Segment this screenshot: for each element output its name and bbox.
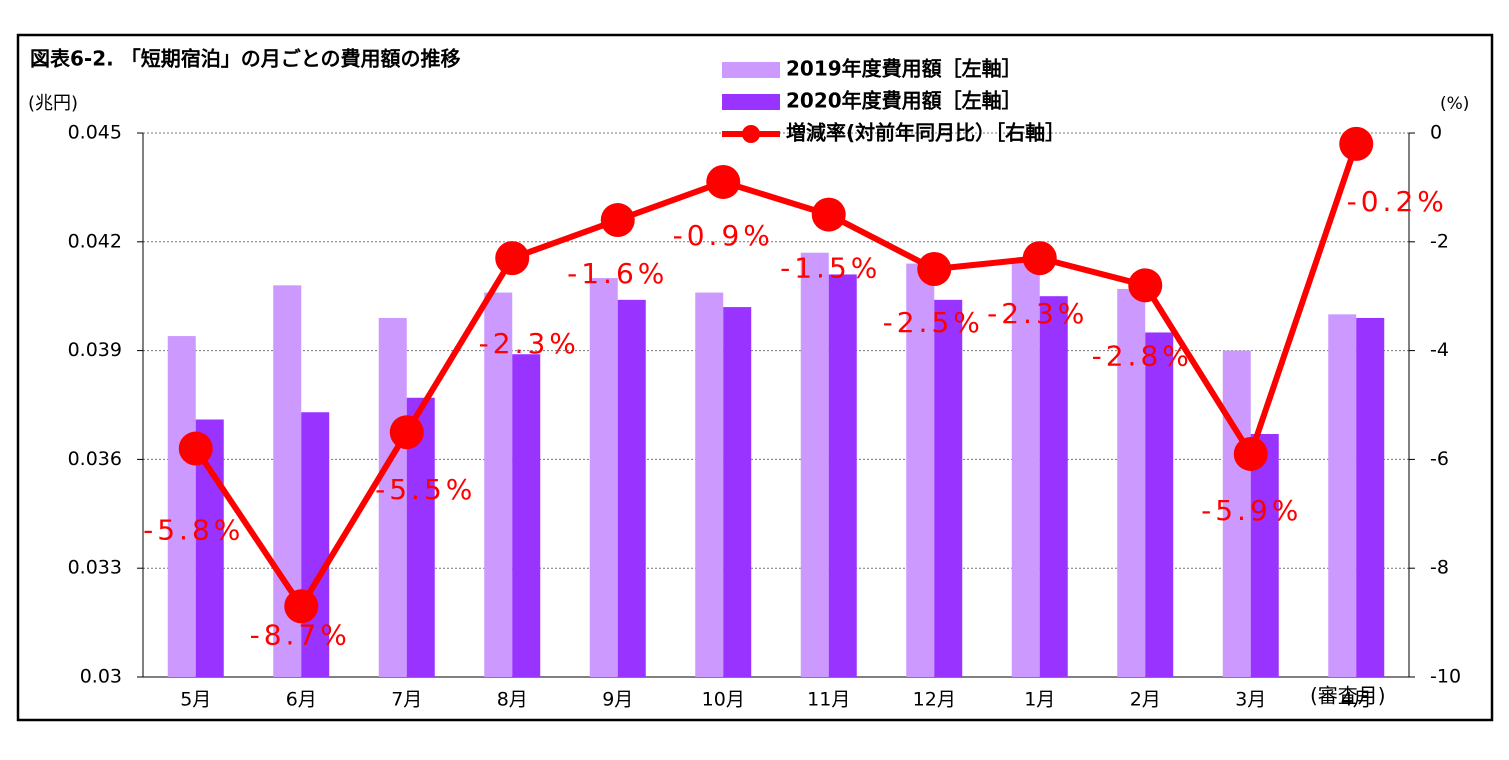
y2-tick-label: -2 bbox=[1430, 230, 1449, 252]
bar bbox=[1356, 317, 1385, 677]
data-label: -2.3% bbox=[479, 327, 580, 360]
x-tick-label: 5月 bbox=[180, 689, 211, 711]
y-tick-label: 0.042 bbox=[68, 230, 122, 252]
line bbox=[193, 142, 1360, 610]
y2-tick-label: -4 bbox=[1430, 339, 1449, 361]
y2-tick-label: -10 bbox=[1430, 666, 1461, 688]
line-point bbox=[706, 164, 741, 199]
line-point bbox=[917, 252, 952, 286]
data-label: -2.5% bbox=[883, 306, 984, 339]
legend-label: 2019年度費用額［左軸］ bbox=[786, 57, 1022, 81]
bar bbox=[617, 299, 646, 677]
y2-tick-label: -8 bbox=[1430, 557, 1449, 579]
legend-swatch bbox=[742, 125, 760, 143]
bar bbox=[934, 299, 963, 677]
data-label: -5.8% bbox=[143, 514, 244, 547]
line-point bbox=[389, 415, 424, 450]
bar bbox=[378, 317, 407, 677]
x-tick-label: 7月 bbox=[391, 689, 422, 711]
bar bbox=[1328, 314, 1357, 677]
x-tick-label: 11月 bbox=[807, 689, 850, 711]
y-tick-label: 0.045 bbox=[68, 122, 122, 144]
chart-title: 図表6-2. 「短期宿泊」の月ごとの費用額の推移 bbox=[30, 47, 461, 71]
legend-label: 2020年度費用額［左軸］ bbox=[786, 89, 1022, 113]
bar bbox=[512, 354, 541, 677]
data-label: -5.9% bbox=[1201, 494, 1302, 527]
bar bbox=[301, 412, 330, 677]
bar bbox=[1250, 434, 1279, 677]
line-point bbox=[1128, 268, 1163, 303]
data-label: -2.3% bbox=[987, 297, 1088, 330]
x-tick-label: 4月 bbox=[1341, 689, 1372, 711]
bar bbox=[695, 292, 724, 677]
data-label: -8.7% bbox=[250, 618, 351, 651]
y-tick-label: 0.036 bbox=[68, 448, 122, 470]
y2-tick-label: -6 bbox=[1430, 448, 1449, 470]
bar bbox=[800, 252, 829, 677]
x-tick-label: 9月 bbox=[602, 689, 633, 711]
x-tick-label: 2月 bbox=[1130, 689, 1161, 711]
bar bbox=[1145, 332, 1174, 677]
data-label: -0.2% bbox=[1347, 185, 1448, 218]
y-tick-label: 0.033 bbox=[68, 557, 122, 579]
line-point bbox=[178, 431, 213, 466]
bar bbox=[1039, 296, 1068, 677]
y-axis-label: (兆円) bbox=[28, 93, 78, 114]
data-label: -1.6% bbox=[567, 257, 668, 290]
x-tick-label: 8月 bbox=[497, 689, 528, 711]
x-tick-label: 6月 bbox=[286, 689, 317, 711]
bar bbox=[1011, 259, 1040, 677]
legend-label: 増減率(対前年同月比）［右軸］ bbox=[786, 121, 1065, 145]
x-tick-label: 3月 bbox=[1235, 689, 1266, 711]
line-point bbox=[284, 589, 319, 624]
line-point bbox=[495, 241, 530, 276]
line-point bbox=[811, 197, 846, 232]
y-tick-label: 0.03 bbox=[80, 666, 122, 688]
y2-tick-label: 0 bbox=[1430, 122, 1442, 144]
data-label: -0.9% bbox=[673, 219, 774, 252]
bar bbox=[1117, 288, 1146, 677]
data-label: -5.5% bbox=[375, 473, 476, 506]
bar bbox=[589, 278, 618, 677]
x-tick-label: 1月 bbox=[1024, 689, 1055, 711]
y2-axis-label: (%) bbox=[1440, 94, 1469, 114]
bar bbox=[484, 292, 513, 677]
bar bbox=[906, 263, 935, 677]
bar bbox=[1222, 350, 1251, 677]
legend-swatch bbox=[722, 94, 780, 110]
line-point bbox=[1339, 126, 1374, 161]
bar bbox=[167, 336, 196, 677]
bar bbox=[723, 307, 752, 677]
bar bbox=[828, 274, 857, 677]
line-point bbox=[1022, 241, 1057, 276]
line-point bbox=[1233, 436, 1268, 471]
line-point bbox=[600, 203, 635, 238]
x-tick-label: 12月 bbox=[913, 689, 956, 711]
x-tick-label: 10月 bbox=[702, 689, 745, 711]
legend-swatch bbox=[722, 62, 780, 78]
data-label: -2.8% bbox=[1092, 339, 1193, 372]
x-axis-label: (審査月) bbox=[1310, 684, 1386, 708]
data-label: -1.5% bbox=[780, 252, 881, 285]
y-tick-label: 0.039 bbox=[68, 339, 122, 361]
